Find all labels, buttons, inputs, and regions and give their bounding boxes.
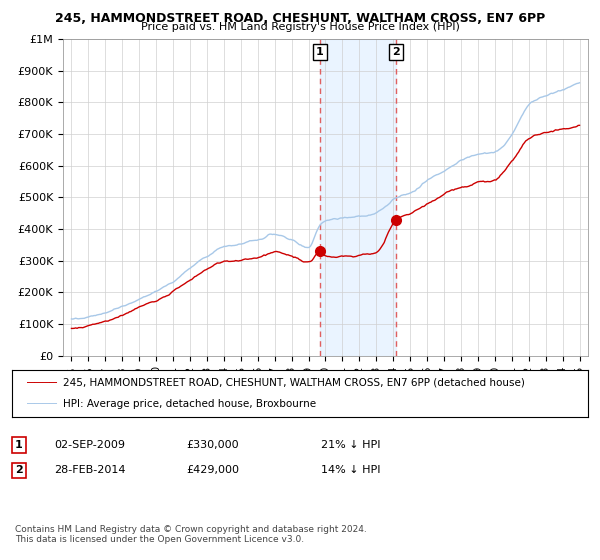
Text: £330,000: £330,000 bbox=[186, 440, 239, 450]
Text: Price paid vs. HM Land Registry's House Price Index (HPI): Price paid vs. HM Land Registry's House … bbox=[140, 22, 460, 32]
Text: ————: ———— bbox=[27, 398, 57, 410]
Text: ————: ———— bbox=[27, 376, 57, 389]
Text: 02-SEP-2009: 02-SEP-2009 bbox=[54, 440, 125, 450]
Text: 2: 2 bbox=[392, 47, 400, 57]
Text: £429,000: £429,000 bbox=[186, 465, 239, 475]
Text: 1: 1 bbox=[15, 440, 23, 450]
Text: 245, HAMMONDSTREET ROAD, CHESHUNT, WALTHAM CROSS, EN7 6PP (detached house): 245, HAMMONDSTREET ROAD, CHESHUNT, WALTH… bbox=[63, 378, 525, 388]
Text: HPI: Average price, detached house, Broxbourne: HPI: Average price, detached house, Brox… bbox=[63, 399, 316, 409]
Text: 245, HAMMONDSTREET ROAD, CHESHUNT, WALTHAM CROSS, EN7 6PP: 245, HAMMONDSTREET ROAD, CHESHUNT, WALTH… bbox=[55, 12, 545, 25]
Text: 14% ↓ HPI: 14% ↓ HPI bbox=[321, 465, 380, 475]
Bar bbox=[320, 39, 396, 356]
Text: 1: 1 bbox=[316, 47, 324, 57]
Text: 21% ↓ HPI: 21% ↓ HPI bbox=[321, 440, 380, 450]
Text: 28-FEB-2014: 28-FEB-2014 bbox=[54, 465, 125, 475]
Text: Contains HM Land Registry data © Crown copyright and database right 2024.
This d: Contains HM Land Registry data © Crown c… bbox=[15, 525, 367, 544]
Text: 2: 2 bbox=[15, 465, 23, 475]
